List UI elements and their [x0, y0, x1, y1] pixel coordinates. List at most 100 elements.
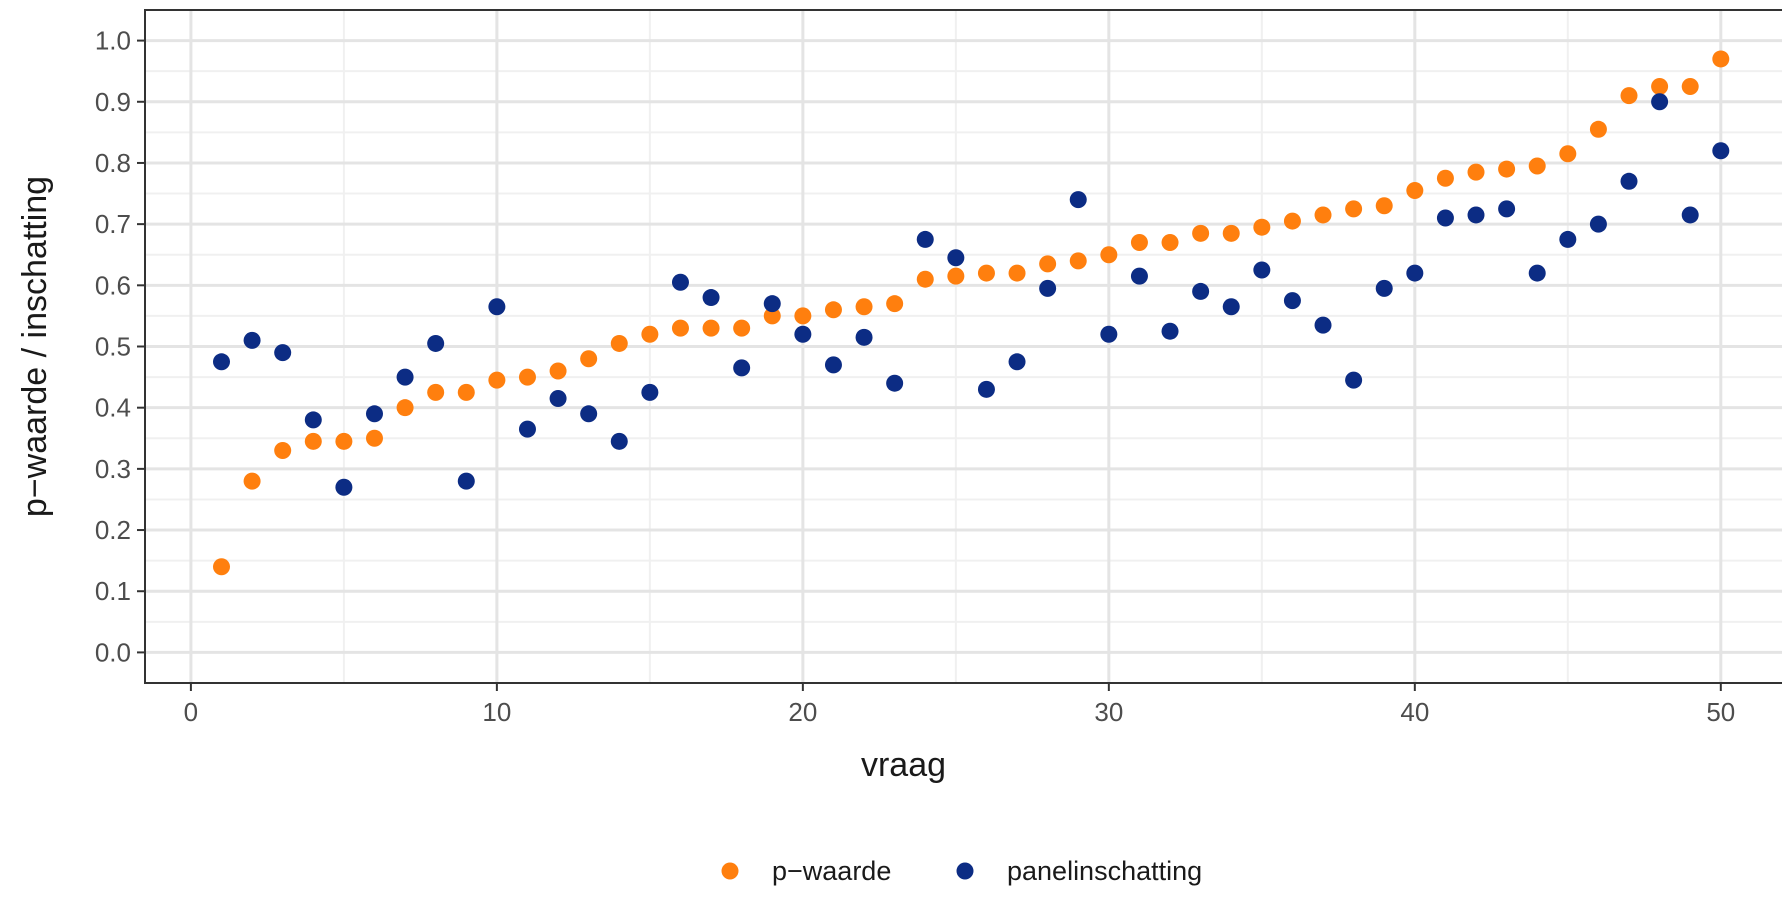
legend: p−waarde panelinschatting — [721, 856, 1202, 886]
point-series-0-q16 — [671, 319, 689, 337]
point-series-1-q27 — [1008, 353, 1026, 371]
point-series-0-q41 — [1436, 169, 1454, 187]
point-series-0-q15 — [641, 325, 659, 343]
point-series-1-q8 — [427, 334, 445, 352]
point-series-1-q33 — [1192, 282, 1210, 300]
point-series-0-q1 — [212, 558, 230, 576]
legend-key-1 — [956, 862, 974, 880]
point-series-0-q10 — [488, 371, 506, 389]
point-series-1-q32 — [1161, 322, 1179, 340]
point-series-1-q5 — [335, 478, 353, 496]
point-series-0-q31 — [1130, 233, 1148, 251]
point-series-1-q1 — [212, 353, 230, 371]
y-tick-label: 0.4 — [95, 393, 131, 423]
point-series-1-q35 — [1253, 261, 1271, 279]
point-series-1-q30 — [1100, 325, 1118, 343]
point-series-1-q24 — [916, 230, 934, 248]
y-tick-label: 0.3 — [95, 454, 131, 484]
point-series-1-q50 — [1712, 142, 1730, 160]
point-series-0-q23 — [886, 295, 904, 313]
point-series-0-q49 — [1681, 77, 1699, 95]
point-series-1-q10 — [488, 298, 506, 316]
point-series-0-q19 — [763, 307, 781, 325]
point-series-0-q32 — [1161, 233, 1179, 251]
x-tick-label: 50 — [1706, 697, 1735, 727]
y-tick-label: 1.0 — [95, 26, 131, 56]
y-tick-label: 0.5 — [95, 332, 131, 362]
point-series-1-q18 — [733, 359, 751, 377]
grid-major — [145, 10, 1782, 683]
point-series-1-q31 — [1130, 267, 1148, 285]
point-series-0-q46 — [1589, 120, 1607, 138]
point-series-1-q47 — [1620, 172, 1638, 190]
point-series-0-q45 — [1559, 145, 1577, 163]
point-series-0-q26 — [977, 264, 995, 282]
point-series-1-q29 — [1069, 191, 1087, 209]
point-series-0-q29 — [1069, 252, 1087, 270]
point-series-1-q37 — [1314, 316, 1332, 334]
point-series-0-q44 — [1528, 157, 1546, 175]
point-series-1-q25 — [947, 249, 965, 267]
point-series-0-q36 — [1283, 212, 1301, 230]
point-series-1-q13 — [580, 405, 598, 423]
point-series-1-q23 — [886, 374, 904, 392]
point-series-1-q15 — [641, 383, 659, 401]
x-axis-title: vraag — [861, 746, 946, 784]
point-series-1-q12 — [549, 390, 567, 408]
x-tick-label: 30 — [1094, 697, 1123, 727]
point-series-1-q34 — [1222, 298, 1240, 316]
point-series-1-q9 — [457, 472, 475, 490]
point-series-0-q4 — [304, 432, 322, 450]
point-series-1-q6 — [365, 405, 383, 423]
point-series-0-q33 — [1192, 224, 1210, 242]
point-series-0-q5 — [335, 432, 353, 450]
point-series-0-q48 — [1651, 77, 1669, 95]
point-series-1-q7 — [396, 368, 414, 386]
point-series-1-q38 — [1345, 371, 1363, 389]
point-series-1-q22 — [855, 328, 873, 346]
point-series-1-q43 — [1498, 200, 1516, 218]
point-series-0-q30 — [1100, 246, 1118, 264]
point-series-0-q50 — [1712, 50, 1730, 68]
point-series-0-q13 — [580, 350, 598, 368]
point-series-1-q2 — [243, 331, 261, 349]
point-series-0-q6 — [365, 429, 383, 447]
point-series-0-q17 — [702, 319, 720, 337]
point-series-0-q8 — [427, 383, 445, 401]
point-series-1-q46 — [1589, 215, 1607, 233]
point-series-0-q47 — [1620, 87, 1638, 105]
point-series-0-q20 — [794, 307, 812, 325]
point-series-1-q49 — [1681, 206, 1699, 224]
point-series-0-q14 — [610, 334, 628, 352]
y-tick-label: 0.9 — [95, 87, 131, 117]
y-tick-label: 0.0 — [95, 637, 131, 667]
point-series-0-q11 — [518, 368, 536, 386]
legend-label-1: panelinschatting — [1007, 856, 1202, 886]
point-series-0-q34 — [1222, 224, 1240, 242]
point-series-1-q26 — [977, 380, 995, 398]
point-series-0-q2 — [243, 472, 261, 490]
point-series-0-q22 — [855, 298, 873, 316]
point-series-0-q43 — [1498, 160, 1516, 178]
point-series-1-q14 — [610, 432, 628, 450]
point-series-0-q9 — [457, 383, 475, 401]
y-tick-label: 0.7 — [95, 209, 131, 239]
point-series-0-q25 — [947, 267, 965, 285]
y-tick-label: 0.6 — [95, 270, 131, 300]
point-series-0-q12 — [549, 362, 567, 380]
point-series-1-q17 — [702, 289, 720, 307]
y-tick-label: 0.1 — [95, 576, 131, 606]
legend-key-0 — [721, 862, 739, 880]
point-series-0-q37 — [1314, 206, 1332, 224]
point-series-1-q19 — [763, 295, 781, 313]
x-tick-label: 20 — [788, 697, 817, 727]
point-series-1-q44 — [1528, 264, 1546, 282]
point-series-0-q24 — [916, 270, 934, 288]
point-series-0-q21 — [824, 301, 842, 319]
point-series-0-q38 — [1345, 200, 1363, 218]
point-series-0-q35 — [1253, 218, 1271, 236]
point-series-0-q7 — [396, 399, 414, 417]
point-series-1-q39 — [1375, 279, 1393, 297]
data-points — [212, 50, 1730, 576]
